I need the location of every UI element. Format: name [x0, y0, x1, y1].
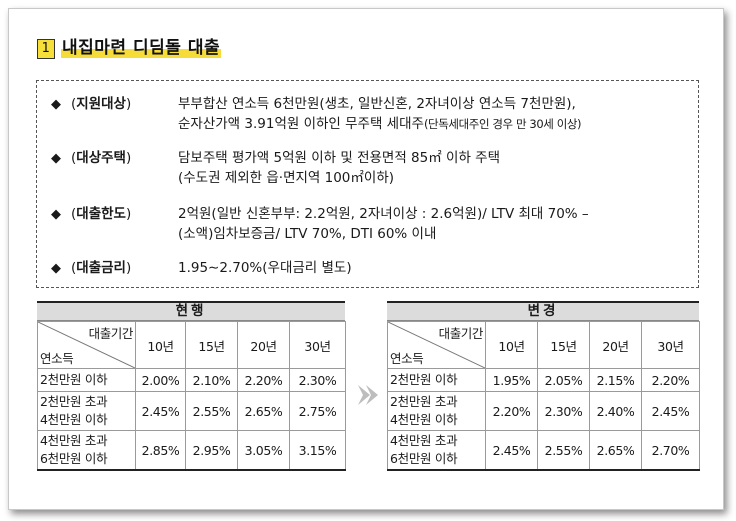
page-title-text: 내집마련 디딤돌 대출 — [61, 38, 222, 58]
rate-cell: 2.45% — [135, 391, 186, 431]
info-text: 2억원(일반 신혼부부: 2.2억원, 2자녀이상 : 2.6억원)/ LTV … — [178, 206, 589, 222]
table-row: 4천만원 초과 6천만원 이하 2.85% 2.95% 3.05% 3.15% — [37, 430, 346, 471]
rate-cell: 2.45% — [641, 391, 700, 431]
rate-cell: 2.20% — [485, 391, 538, 431]
rate-cell: 2.85% — [135, 430, 186, 471]
rate-cell: 2.00% — [135, 368, 186, 392]
corner-bottom-label: 연소득 — [390, 351, 424, 366]
period-header: 15년 — [537, 321, 590, 369]
info-label: 대출금리 — [76, 260, 126, 276]
info-text: 부부합산 연소득 6천만원(생초, 일반신혼, 2자녀이상 연소득 7천만원), — [178, 96, 576, 112]
info-label: 대출한도 — [76, 206, 126, 222]
income-label-line: 4천만원 이하 — [390, 412, 458, 427]
diamond-bullet-icon: ◆ — [51, 207, 61, 222]
rate-cell: 2.55% — [537, 430, 590, 471]
income-label: 2천만원 초과 4천만원 이하 — [37, 391, 136, 431]
page-title: 1 내집마련 디딤돌 대출 — [37, 33, 222, 59]
table-row: 2천만원 이하 2.00% 2.10% 2.20% 2.30% — [37, 368, 346, 392]
current-table-heading: 현행 — [37, 301, 345, 321]
corner-top-label: 대출기간 — [438, 326, 484, 341]
income-label-line: 4천만원 초과 — [40, 433, 108, 448]
rate-cell: 2.45% — [485, 430, 538, 471]
corner-top-label: 대출기간 — [88, 326, 134, 341]
corner-cell: 대출기간 연소득 — [37, 321, 136, 369]
table-row: 2천만원 초과 4천만원 이하 2.20% 2.30% 2.40% 2.45% — [387, 391, 700, 431]
period-header: 20년 — [589, 321, 642, 369]
period-header: 20년 — [237, 321, 290, 369]
corner-bottom-label: 연소득 — [40, 351, 74, 366]
income-label-line: 4천만원 이하 — [40, 412, 108, 427]
rate-cell: 2.95% — [185, 430, 238, 471]
rate-cell: 2.30% — [289, 368, 346, 392]
info-text-small: (단독세대주인 경우 만 30세 이상) — [423, 117, 582, 131]
income-label: 4천만원 초과 6천만원 이하 — [37, 430, 136, 471]
info-item-target-house: ◆ (대상주택) 담보주택 평가액 5억원 이하 및 전용면적 85㎡ 이하 주택… — [51, 150, 500, 186]
current-rate-table: 대출기간 연소득 10년 15년 20년 30년 2천만원 이하 2.00% 2… — [37, 321, 346, 471]
info-text-line2: 순자산가액 3.91억원 이하인 무주택 세대주(단독세대주인 경우 만 30세… — [178, 115, 582, 134]
income-label-line: 2천만원 초과 — [390, 394, 458, 409]
rate-cell: 2.30% — [537, 391, 590, 431]
income-label-line: 4천만원 초과 — [390, 433, 458, 448]
income-label: 2천만원 초과 4천만원 이하 — [387, 391, 486, 431]
rate-cell: 2.65% — [237, 391, 290, 431]
rate-cell: 2.55% — [185, 391, 238, 431]
income-label-line: 2천만원 초과 — [40, 394, 108, 409]
period-header: 10년 — [485, 321, 538, 369]
income-label-line: 6천만원 이하 — [40, 451, 108, 466]
rate-cell: 3.05% — [237, 430, 290, 471]
income-label: 2천만원 이하 — [37, 368, 136, 392]
table-header-row: 대출기간 연소득 10년 15년 20년 30년 — [37, 321, 346, 369]
corner-cell: 대출기간 연소득 — [387, 321, 486, 369]
rate-cell: 2.15% — [589, 368, 642, 392]
income-label-line: 6천만원 이하 — [390, 451, 458, 466]
diamond-bullet-icon: ◆ — [51, 261, 61, 276]
info-text-main: 순자산가액 3.91억원 이하인 무주택 세대주 — [178, 116, 424, 132]
period-header: 30년 — [641, 321, 700, 369]
info-label: 대상주택 — [76, 150, 126, 166]
rate-cell: 2.05% — [537, 368, 590, 392]
info-box: ◆ (지원대상) 부부합산 연소득 6천만원(생초, 일반신혼, 2자녀이상 연소… — [36, 80, 699, 288]
rate-cell: 2.10% — [185, 368, 238, 392]
section-number-badge: 1 — [37, 39, 55, 59]
income-label: 4천만원 초과 6천만원 이하 — [387, 430, 486, 471]
info-text-line2: (소액)임차보증금/ LTV 70%, DTI 60% 이내 — [178, 226, 437, 242]
rate-cell: 2.40% — [589, 391, 642, 431]
period-header: 15년 — [185, 321, 238, 369]
rate-cell: 2.65% — [589, 430, 642, 471]
rate-cell: 2.20% — [641, 368, 700, 392]
period-header: 10년 — [135, 321, 186, 369]
period-header: 30년 — [289, 321, 346, 369]
diamond-bullet-icon: ◆ — [51, 151, 61, 166]
table-header-row: 대출기간 연소득 10년 15년 20년 30년 — [387, 321, 700, 369]
income-label: 2천만원 이하 — [387, 368, 486, 392]
table-row: 4천만원 초과 6천만원 이하 2.45% 2.55% 2.65% 2.70% — [387, 430, 700, 471]
rate-cell: 1.95% — [485, 368, 538, 392]
info-item-loan-limit: ◆ (대출한도) 2억원(일반 신혼부부: 2.2억원, 2자녀이상 : 2.6억… — [51, 206, 589, 242]
info-text: 담보주택 평가액 5억원 이하 및 전용면적 85㎡ 이하 주택 — [178, 150, 500, 166]
table-row: 2천만원 초과 4천만원 이하 2.45% 2.55% 2.65% 2.75% — [37, 391, 346, 431]
rate-cell: 2.70% — [641, 430, 700, 471]
info-text-line2: (수도권 제외한 읍·면지역 100㎡이하) — [178, 170, 395, 186]
info-item-interest-rate: ◆ (대출금리) 1.95∼2.70%(우대금리 별도) — [51, 260, 352, 276]
diamond-bullet-icon: ◆ — [51, 97, 61, 112]
info-item-eligibility: ◆ (지원대상) 부부합산 연소득 6천만원(생초, 일반신혼, 2자녀이상 연소… — [51, 96, 582, 132]
rate-cell: 3.15% — [289, 430, 346, 471]
changed-table-heading: 변경 — [387, 301, 699, 321]
changed-rate-table: 대출기간 연소득 10년 15년 20년 30년 2천만원 이하 1.95% 2… — [387, 321, 700, 471]
chevron-right-arrow-icon — [356, 383, 380, 411]
rate-cell: 2.75% — [289, 391, 346, 431]
table-row: 2천만원 이하 1.95% 2.05% 2.15% 2.20% — [387, 368, 700, 392]
info-text: 1.95∼2.70%(우대금리 별도) — [178, 260, 352, 276]
info-label: 지원대상 — [76, 96, 126, 112]
rate-cell: 2.20% — [237, 368, 290, 392]
